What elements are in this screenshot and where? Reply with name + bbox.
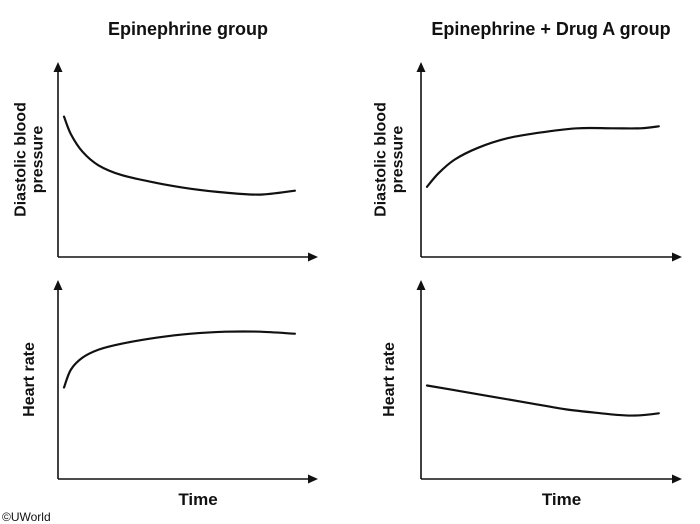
x-axis-label: Time	[542, 490, 581, 509]
chart-panels: Diastolic bloodpressure Diastolic bloodpr…	[13, 62, 682, 509]
data-curve	[62, 330, 296, 389]
y-axis-label-line: Diastolic blood	[13, 102, 30, 217]
y-axis-label: Heart rate	[381, 342, 398, 417]
x-axis-arrowhead	[308, 474, 318, 484]
chart-panel-3: Heart rate Time	[381, 280, 682, 509]
data-curve	[425, 125, 660, 188]
y-axis-label-line: Diastolic blood	[373, 102, 390, 217]
x-axis-arrowhead	[672, 252, 682, 262]
y-axis-label-line: Heart rate	[381, 342, 398, 417]
y-axis-label: Heart rate	[21, 342, 38, 417]
y-axis-arrowhead	[416, 62, 426, 72]
chart-panel-0: Diastolic bloodpressure	[13, 62, 318, 262]
column-title-epinephrine-drug-a: Epinephrine + Drug A group	[431, 19, 670, 39]
y-axis-arrowhead	[53, 280, 63, 290]
y-axis-arrowhead	[53, 62, 63, 72]
x-axis-arrowhead	[308, 252, 318, 262]
y-axis-label: Diastolic bloodpressure	[13, 102, 47, 217]
chart-panel-1: Diastolic bloodpressure	[373, 62, 682, 262]
x-axis-label: Time	[178, 490, 217, 509]
data-curve	[62, 115, 296, 196]
credit-text: ©UWorld	[2, 510, 51, 524]
column-title-epinephrine: Epinephrine group	[108, 19, 268, 39]
data-curve	[425, 384, 660, 417]
chart-panel-2: Heart rate Time	[21, 280, 318, 509]
y-axis-label: Diastolic bloodpressure	[373, 102, 407, 217]
y-axis-label-line: pressure	[390, 126, 407, 194]
y-axis-label-line: pressure	[30, 126, 47, 194]
y-axis-label-line: Heart rate	[21, 342, 38, 417]
x-axis-arrowhead	[672, 474, 682, 484]
y-axis-arrowhead	[416, 280, 426, 290]
